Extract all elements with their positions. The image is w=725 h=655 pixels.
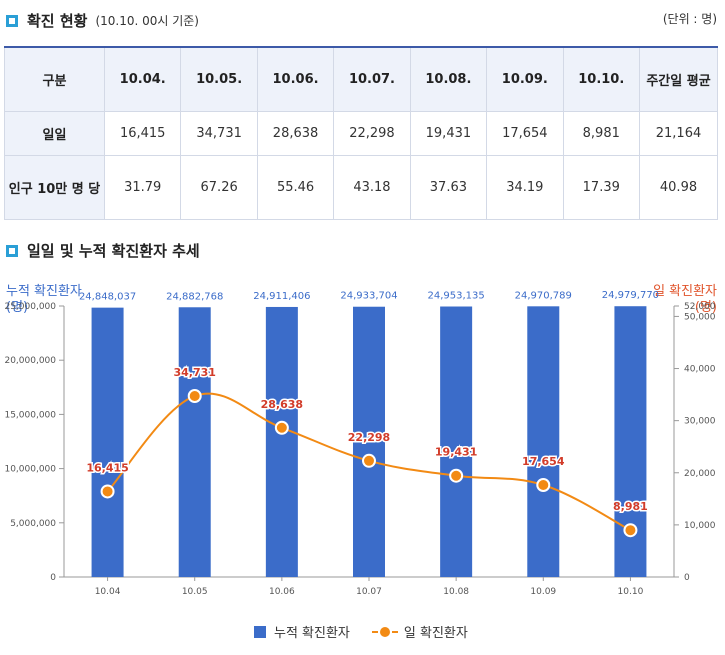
- line-point: [100, 484, 115, 499]
- bar: [440, 306, 473, 577]
- right-axis-unit: (명): [694, 300, 717, 315]
- right-axis-tick-label: 30,000: [684, 417, 716, 427]
- table-cell: 17.39: [562, 154, 641, 220]
- table-header-row: 구분 10.04. 10.05. 10.06. 10.07. 10.08. 10.09. 10…: [4, 46, 718, 112]
- trend-section-header: 일일 및 누적 확진환자 추세: [6, 240, 200, 261]
- bar: [91, 307, 124, 577]
- table-header-cell: 10.08.: [409, 46, 488, 112]
- bar: [527, 306, 560, 577]
- table-cell: 37.63: [409, 154, 488, 220]
- x-axis-tick-label: 10.04: [95, 587, 121, 597]
- right-axis-title: 일 확진환자 (명): [653, 284, 717, 316]
- table-header-cell: 10.10.: [562, 46, 641, 112]
- x-axis-tick-label: 10.08: [443, 587, 469, 597]
- right-axis-tick-label: 52,000: [684, 302, 716, 312]
- bar: [265, 306, 298, 577]
- bar-data-label: 24,882,768: [166, 291, 223, 302]
- daily-cases-table: 구분 10.04. 10.05. 10.06. 10.07. 10.08. 10.09. 10…: [4, 46, 718, 220]
- legend-bar-label: 누적 확진환자: [274, 626, 350, 641]
- table-cell: 43.18: [333, 154, 411, 220]
- right-axis-tick-label: 40,000: [684, 365, 716, 375]
- left-axis-tick-label: 20,000,000: [4, 356, 56, 366]
- table-cell: 40.98: [639, 154, 718, 220]
- table-cell: 31.79: [103, 154, 182, 220]
- bar-data-label: 24,933,704: [340, 291, 397, 302]
- legend-line-swatch: [371, 626, 398, 638]
- table-row-label: 인구 10만 명 당: [4, 154, 105, 220]
- left-axis-title-text: 누적 확진환자: [6, 284, 82, 299]
- x-axis-tick-label: 10.09: [530, 587, 556, 597]
- line-point: [187, 388, 202, 403]
- left-axis-title: 누적 확진환자 (명): [6, 284, 82, 316]
- left-axis-tick-label: 25,000,000: [4, 302, 56, 312]
- status-subtitle: (10.10. 00시 기준): [95, 14, 199, 28]
- section-bullet-icon: [6, 14, 18, 27]
- line-point: [536, 477, 551, 492]
- table-header-cell: 10.07.: [333, 46, 411, 112]
- table-cell: 8,981: [562, 110, 641, 156]
- line-point: [274, 420, 289, 435]
- line-data-label: 19,431: [435, 446, 477, 459]
- left-axis-tick-label: 5,000,000: [10, 519, 56, 529]
- right-axis-tick-label: 10,000: [684, 521, 716, 531]
- table-cell: 55.46: [256, 154, 335, 220]
- right-axis-tick-label: 20,000: [684, 469, 716, 479]
- line-data-label: 28,638: [261, 398, 303, 411]
- right-axis-tick-label: 50,000: [684, 312, 716, 322]
- table-cell: 67.26: [180, 154, 258, 220]
- chart-legend: 누적 확진환자 일 확진환자: [254, 622, 468, 641]
- right-axis-title-text: 일 확진환자: [653, 284, 717, 299]
- table-header-label: 구분: [4, 46, 105, 112]
- bar-data-label: 24,953,135: [428, 291, 485, 302]
- x-axis-tick-label: 10.06: [269, 587, 295, 597]
- table-body: 일일 16,415 34,731 28,638 22,298 19,431 17,654 8,…: [4, 110, 718, 220]
- left-axis-unit: (명): [6, 300, 29, 315]
- table-header-cell: 10.06.: [256, 46, 335, 112]
- section-bullet-icon: [6, 244, 18, 257]
- status-section-header: 확진 현황 (10.10. 00시 기준): [6, 10, 199, 31]
- table-header-cell: 10.05.: [180, 46, 258, 112]
- line-data-label: 22,298: [348, 431, 390, 444]
- line-data-label: 8,981: [613, 500, 648, 513]
- left-axis-tick-label: 0: [50, 573, 56, 583]
- table-row: 인구 10만 명 당 31.79 67.26 55.46 43.18 37.63 34.19…: [4, 154, 718, 220]
- table-row-label: 일일: [4, 110, 105, 156]
- table-header-cell: 10.09.: [486, 46, 564, 112]
- table-cell: 17,654: [486, 110, 564, 156]
- table-cell: 21,164: [639, 110, 718, 156]
- legend-line-label: 일 확진환자: [403, 626, 468, 641]
- bar-data-label: 24,970,789: [515, 290, 572, 301]
- trend-title: 일일 및 누적 확진환자 추세: [27, 242, 200, 260]
- legend-bar-swatch: [254, 625, 266, 638]
- bar-data-label: 24,911,406: [253, 291, 310, 302]
- x-axis-tick-label: 10.07: [356, 587, 382, 597]
- left-axis-tick-label: 10,000,000: [4, 465, 56, 475]
- table-cell: 22,298: [333, 110, 411, 156]
- line-point: [449, 468, 464, 483]
- x-axis-tick-label: 10.05: [182, 587, 208, 597]
- table-cell: 19,431: [409, 110, 488, 156]
- line-point: [362, 453, 376, 468]
- bar-data-label: 24,848,037: [79, 292, 136, 303]
- bar: [353, 306, 385, 577]
- line-data-label: 34,731: [173, 366, 215, 379]
- unit-label: (단위 : 명): [662, 12, 717, 26]
- line-point: [623, 523, 638, 538]
- left-axis-tick-label: 15,000,000: [4, 410, 56, 420]
- status-title: 확진 현황: [27, 12, 88, 30]
- x-axis-tick-label: 10.10: [618, 587, 644, 597]
- table-header-cell: 10.04.: [103, 46, 182, 112]
- table-header-cell: 주간일 평균: [639, 46, 718, 112]
- line-data-label: 16,415: [86, 461, 128, 474]
- bar: [178, 307, 211, 577]
- right-axis-tick-label: 0: [684, 573, 690, 583]
- table-row: 일일 16,415 34,731 28,638 22,298 19,431 17,654 8,…: [4, 110, 718, 156]
- bar-data-label: 24,979,770: [602, 290, 659, 301]
- line-data-label: 17,654: [522, 455, 565, 468]
